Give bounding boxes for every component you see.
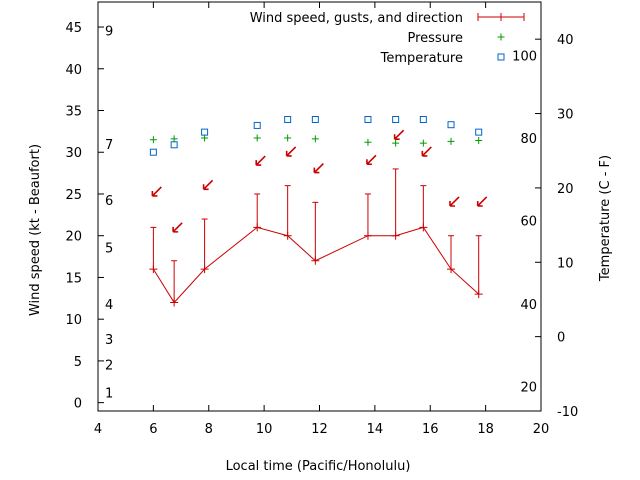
wind-direction-arrow: [421, 146, 432, 157]
x-tick-label: 12: [311, 422, 328, 437]
wind-speed-point: [200, 265, 209, 274]
temperature-point: [419, 115, 427, 123]
x-axis-label: Local time (Pacific/Honolulu): [226, 459, 411, 474]
wind-direction-arrow: [366, 154, 377, 166]
wind-speed-point: [419, 223, 428, 232]
pressure-point: [201, 134, 209, 142]
temperature-point: [201, 128, 209, 136]
temperature-point: [170, 141, 178, 149]
wind-speed-point: [283, 231, 292, 240]
y-left-tick-label: 25: [65, 188, 82, 203]
wind-direction-arrow: [151, 186, 162, 197]
pressure-point: [149, 136, 157, 144]
temperature-point: [253, 121, 261, 129]
x-tick-label: 18: [477, 422, 494, 437]
wind-speed-point: [447, 265, 456, 274]
wind-direction-arrow: [449, 196, 460, 207]
pressure-point: [311, 135, 319, 143]
x-tick-label: 8: [205, 422, 213, 437]
legend-wind-marker: [497, 13, 505, 21]
y-right-tick-label: -10: [557, 405, 578, 420]
wind-direction-arrow: [202, 179, 214, 191]
pressure-point: [392, 139, 400, 147]
axes: [97, 1, 542, 412]
legend: Wind speed, gusts, and direction Pressure…: [250, 11, 525, 66]
wind-speed-point: [170, 298, 179, 307]
legend-wind-label: Wind speed, gusts, and direction: [250, 11, 463, 26]
beaufort-label: 2: [105, 358, 113, 373]
beaufort-label: 6: [105, 194, 113, 209]
y-right-tick-label: 40: [557, 33, 574, 48]
legend-pressure-marker: [497, 33, 505, 41]
beaufort-label: 1: [105, 387, 113, 402]
y-left-tick-label: 45: [65, 21, 82, 36]
beaufort-label: 3: [105, 333, 113, 348]
temperature-point: [149, 148, 157, 156]
wind-speed-point: [311, 256, 320, 265]
temperature-point: [311, 115, 319, 123]
wind-direction-arrow: [313, 163, 324, 174]
y-left-tick-label: 35: [65, 105, 82, 120]
y-left-tick-label: 30: [65, 146, 82, 161]
fahrenheit-label: 20: [520, 380, 537, 395]
legend-pressure-label: Pressure: [407, 31, 463, 46]
x-tick-label: 16: [422, 422, 439, 437]
fahrenheit-label: 100: [512, 50, 537, 65]
pressure-point: [170, 135, 178, 143]
y-axis-right-label: Temperature (C - F): [598, 155, 613, 282]
temperature-point: [475, 128, 483, 136]
beaufort-label: 7: [105, 138, 113, 153]
wind-direction-arrow: [285, 146, 297, 157]
legend-temperature-marker: [497, 53, 505, 61]
y-right-tick-label: 10: [557, 256, 574, 271]
x-tick-label: 10: [256, 422, 273, 437]
plot-frame: [97, 1, 542, 412]
fahrenheit-label: 40: [520, 298, 537, 313]
series-layer: [149, 115, 488, 307]
y-axis-left-label: Wind speed (kt - Beaufort): [28, 144, 43, 316]
legend-temperature-label: Temperature: [380, 51, 463, 66]
y-right-tick-label: 30: [557, 108, 574, 123]
beaufort-label: 4: [105, 298, 113, 313]
y-left-tick-label: 40: [65, 63, 82, 78]
x-tick-label: 14: [367, 422, 384, 437]
temperature-point: [364, 115, 372, 123]
wind-speed-point: [474, 290, 483, 299]
pressure-point: [447, 137, 455, 145]
pressure-point: [284, 134, 292, 142]
tick-labels: 4 6 8 10 12 14 16 18 20051015202530354045-100102…: [65, 21, 578, 437]
wind-direction-arrow: [255, 155, 266, 166]
beaufort-label: 5: [105, 241, 113, 256]
wind-direction-arrow: [393, 129, 405, 141]
pressure-point: [419, 139, 427, 147]
wind-speed-point: [149, 265, 158, 274]
wind-speed-point: [253, 223, 262, 232]
wind-speed-line: [152, 226, 480, 304]
temperature-point: [284, 115, 292, 123]
pressure-point: [475, 137, 483, 145]
y-left-tick-label: 5: [74, 355, 82, 370]
y-right-tick-label: 0: [557, 331, 565, 346]
wind-direction-arrow: [476, 196, 488, 207]
wind-direction-arrow: [172, 222, 183, 233]
wind-speed-point: [363, 231, 372, 240]
pressure-point: [253, 134, 261, 142]
temperature-point: [447, 121, 455, 129]
beaufort-label: 9: [105, 24, 113, 39]
fahrenheit-label: 80: [520, 132, 537, 147]
x-tick-label: 6: [149, 422, 157, 437]
x-tick-label: 4: [94, 422, 102, 437]
y-left-tick-label: 0: [74, 397, 82, 412]
temperature-point: [392, 115, 400, 123]
x-tick-label: 20: [533, 422, 550, 437]
y-left-tick-label: 20: [65, 230, 82, 245]
y-left-tick-label: 10: [65, 313, 82, 328]
pressure-point: [364, 138, 372, 146]
wind-speed-point: [391, 231, 400, 240]
y-left-tick-label: 15: [65, 271, 82, 286]
y-right-tick-label: 20: [557, 182, 574, 197]
fahrenheit-label: 60: [520, 215, 537, 230]
